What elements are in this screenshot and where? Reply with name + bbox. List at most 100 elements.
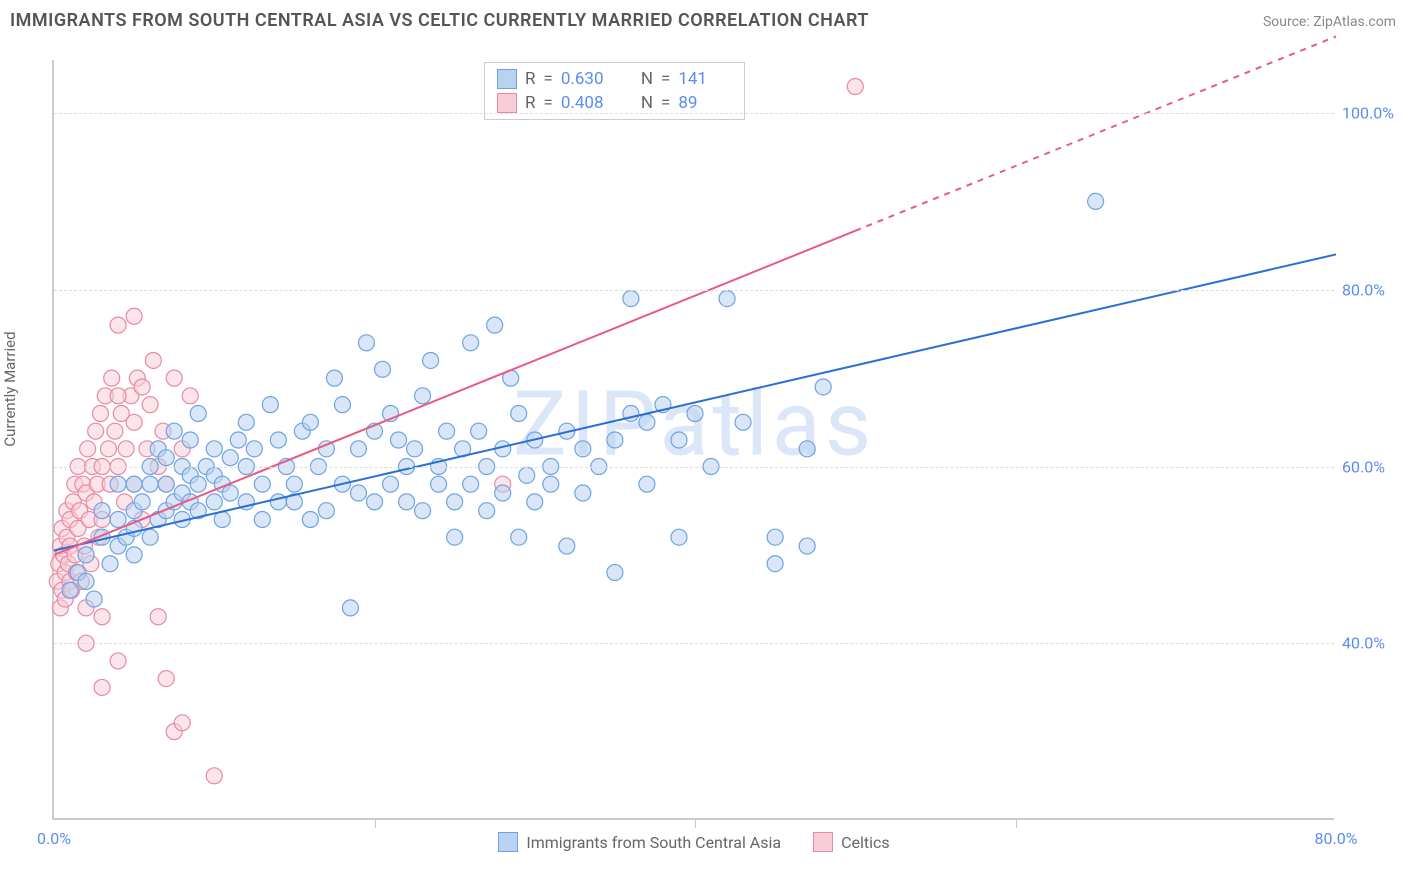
data-point — [110, 317, 126, 333]
gridline — [54, 113, 1334, 114]
data-point — [134, 379, 150, 395]
data-point — [150, 609, 166, 625]
gridline — [54, 290, 1334, 291]
data-point — [511, 529, 527, 545]
data-point — [1088, 193, 1104, 209]
data-point — [607, 432, 623, 448]
data-point — [190, 405, 206, 421]
legend-r-value: 0.630 — [561, 69, 615, 89]
data-point — [367, 494, 383, 510]
data-point — [100, 441, 116, 457]
data-point — [447, 494, 463, 510]
data-point — [254, 512, 270, 528]
data-point — [126, 308, 142, 324]
data-point — [110, 388, 126, 404]
data-point — [302, 414, 318, 430]
data-point — [342, 600, 358, 616]
data-point — [166, 370, 182, 386]
data-point — [719, 291, 735, 307]
legend-label: Celtics — [841, 833, 890, 852]
data-point — [415, 388, 431, 404]
data-point — [254, 476, 270, 492]
x-tick-label: 80.0% — [1315, 829, 1358, 848]
data-point — [110, 512, 126, 528]
data-point — [318, 503, 334, 519]
legend-n-label: N — [641, 69, 653, 89]
data-point — [104, 370, 120, 386]
legend-n-value: 89 — [678, 93, 732, 113]
data-point — [158, 476, 174, 492]
data-point — [182, 388, 198, 404]
data-point — [358, 335, 374, 351]
source-name: ZipAtlas.com — [1313, 14, 1396, 30]
data-point — [479, 503, 495, 519]
data-point — [639, 414, 655, 430]
data-point — [78, 547, 94, 563]
data-point — [145, 352, 161, 368]
data-point — [527, 494, 543, 510]
data-point — [94, 679, 110, 695]
data-point — [102, 556, 118, 572]
data-point — [158, 450, 174, 466]
data-point — [391, 432, 407, 448]
data-point — [495, 485, 511, 501]
legend-swatch-blue — [497, 69, 517, 89]
gridline — [54, 467, 1334, 468]
data-point — [190, 476, 206, 492]
data-point — [118, 441, 134, 457]
data-point — [815, 379, 831, 395]
data-point — [80, 441, 96, 457]
x-tick — [1016, 818, 1017, 828]
data-point — [222, 450, 238, 466]
data-point — [134, 494, 150, 510]
data-point — [214, 512, 230, 528]
data-point — [687, 405, 703, 421]
y-tick-label: 60.0% — [1342, 457, 1406, 476]
legend-row: R = 0.630 N = 141 — [497, 67, 732, 91]
data-point — [94, 609, 110, 625]
data-point — [847, 79, 863, 95]
data-point — [350, 485, 366, 501]
data-point — [447, 529, 463, 545]
data-point — [142, 397, 158, 413]
chart-title: IMMIGRANTS FROM SOUTH CENTRAL ASIA VS CE… — [10, 10, 869, 31]
data-point — [126, 414, 142, 430]
legend-row: R = 0.408 N = 89 — [497, 91, 732, 115]
data-point — [375, 361, 391, 377]
data-point — [142, 476, 158, 492]
data-point — [767, 529, 783, 545]
source-attribution: Source: ZipAtlas.com — [1263, 14, 1396, 30]
data-point — [334, 397, 350, 413]
data-point — [262, 397, 278, 413]
legend-item: Immigrants from South Central Asia — [498, 832, 781, 852]
data-point — [463, 476, 479, 492]
x-tick — [695, 818, 696, 828]
data-point — [142, 529, 158, 545]
series-legend: Immigrants from South Central Asia Celti… — [54, 832, 1334, 852]
data-point — [88, 423, 104, 439]
data-point — [94, 503, 110, 519]
y-tick-label: 40.0% — [1342, 634, 1406, 653]
data-point — [110, 653, 126, 669]
data-point — [639, 476, 655, 492]
data-point — [350, 441, 366, 457]
data-point — [86, 591, 102, 607]
correlation-legend: R = 0.630 N = 141 R = 0.408 N = 89 — [484, 62, 745, 120]
data-point — [78, 573, 94, 589]
data-point — [511, 405, 527, 421]
data-point — [158, 671, 174, 687]
data-point — [126, 547, 142, 563]
data-point — [407, 441, 423, 457]
legend-r-label: R — [525, 93, 535, 113]
data-point — [623, 291, 639, 307]
plot-area: ZIPatlas R = 0.630 N = 141 R = 0.408 N =… — [52, 60, 1334, 820]
data-point — [575, 441, 591, 457]
data-point — [126, 476, 142, 492]
x-tick — [375, 818, 376, 828]
data-point — [286, 476, 302, 492]
x-tick-label: 0.0% — [37, 829, 71, 848]
legend-r-label: R — [525, 69, 535, 89]
y-tick-label: 100.0% — [1342, 104, 1406, 123]
data-point — [230, 432, 246, 448]
chart-svg — [54, 60, 1334, 818]
